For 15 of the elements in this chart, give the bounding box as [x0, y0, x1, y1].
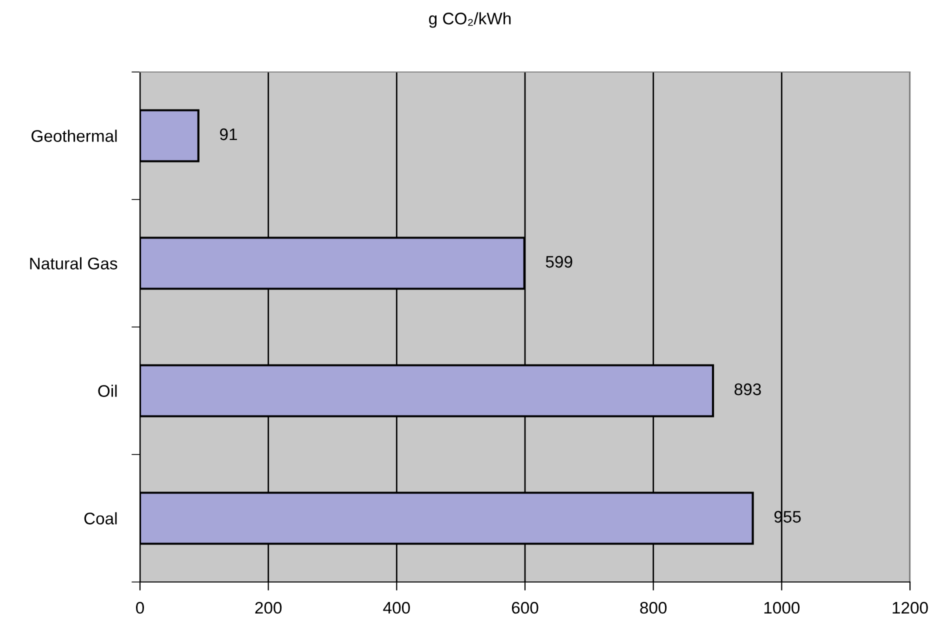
data-label: 91 [220, 128, 237, 140]
x-tick-label: 400 [383, 602, 410, 614]
y-tick-label: Oil [98, 384, 117, 397]
x-tick-label: 1000 [764, 602, 800, 614]
data-label: 599 [546, 256, 572, 268]
y-tick-label: Coal [84, 512, 117, 524]
x-tick-label: 600 [512, 602, 538, 614]
x-tick-label: 800 [640, 602, 667, 614]
x-tick-label: 1200 [892, 602, 928, 614]
x-tick-label: 0 [136, 602, 144, 614]
chart-title: g CO₂/kWh [429, 12, 511, 28]
x-tick-label: 200 [255, 602, 282, 614]
data-label: 893 [734, 383, 761, 396]
y-tick-label: Natural Gas [30, 257, 118, 270]
y-tick-label: Geothermal [32, 130, 117, 142]
